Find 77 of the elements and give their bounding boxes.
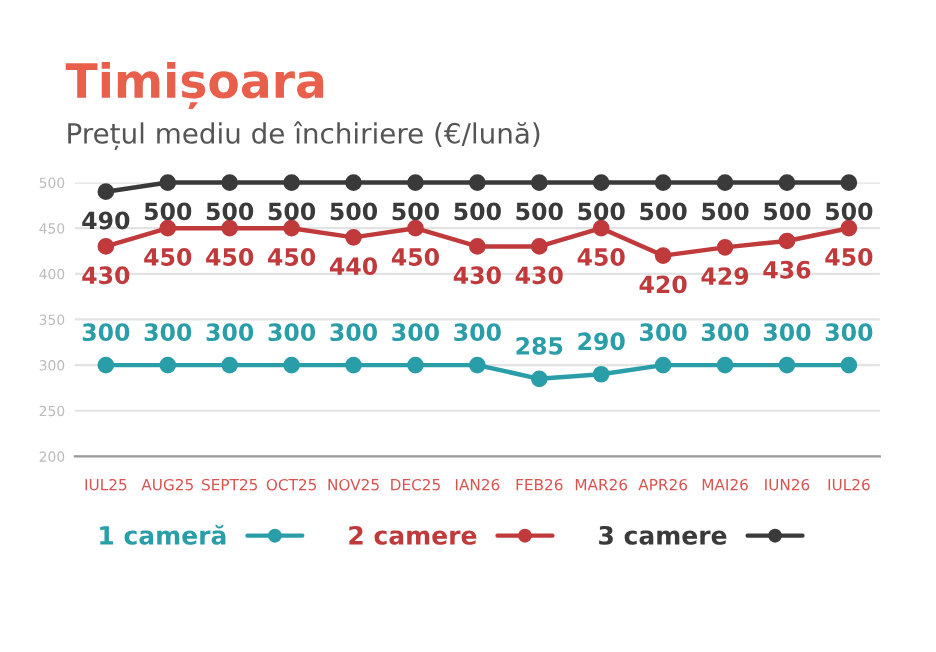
data-label: 500 bbox=[826, 202, 873, 221]
legend-label: 1 cameră bbox=[100, 524, 226, 545]
point bbox=[592, 174, 610, 191]
data-label: 430 bbox=[515, 266, 563, 285]
data-label: 450 bbox=[268, 248, 316, 266]
point bbox=[778, 232, 796, 250]
point bbox=[592, 365, 610, 383]
data-label: 500 bbox=[206, 202, 254, 221]
point bbox=[221, 174, 239, 191]
data-label: 500 bbox=[640, 202, 687, 221]
data-label: 430 bbox=[453, 266, 501, 285]
data-label: 300 bbox=[206, 323, 254, 342]
point bbox=[716, 174, 734, 191]
data-label: 450 bbox=[144, 248, 192, 266]
point bbox=[97, 183, 115, 201]
point bbox=[407, 356, 424, 374]
data-label: 429 bbox=[701, 267, 749, 286]
point bbox=[221, 356, 239, 374]
data-label: 450 bbox=[577, 248, 625, 266]
chart-title: Timișoara bbox=[65, 61, 324, 110]
point bbox=[345, 174, 362, 191]
point bbox=[469, 238, 486, 255]
data-label: 300 bbox=[268, 323, 316, 342]
data-label: 300 bbox=[330, 323, 378, 342]
data-label: 420 bbox=[639, 275, 687, 294]
point bbox=[345, 356, 362, 374]
chart-subtitle: Prețul mediu de închiriere (€/lună) bbox=[68, 121, 540, 151]
data-label: 440 bbox=[329, 257, 378, 276]
data-label: 300 bbox=[701, 323, 749, 342]
data-label: 450 bbox=[391, 248, 439, 266]
point bbox=[345, 228, 362, 246]
data-label: 490 bbox=[82, 211, 130, 230]
point bbox=[407, 174, 424, 191]
point bbox=[654, 356, 672, 374]
data-label: 430 bbox=[82, 266, 130, 285]
data-label: 300 bbox=[825, 323, 873, 342]
point bbox=[716, 356, 734, 374]
data-label: 500 bbox=[330, 202, 378, 221]
point bbox=[530, 174, 548, 191]
data-label: 300 bbox=[392, 323, 439, 342]
data-label: 500 bbox=[516, 202, 563, 221]
data-label: 500 bbox=[702, 202, 749, 221]
data-label: 450 bbox=[825, 248, 873, 266]
data-label: 500 bbox=[268, 202, 316, 221]
point bbox=[469, 174, 486, 191]
data-label: 300 bbox=[82, 323, 130, 342]
point bbox=[283, 174, 300, 191]
point bbox=[530, 370, 548, 388]
point bbox=[530, 238, 548, 255]
data-label: 500 bbox=[578, 202, 625, 221]
point bbox=[159, 356, 177, 374]
point bbox=[840, 356, 858, 374]
data-label: 285 bbox=[516, 336, 563, 355]
data-label: 450 bbox=[206, 248, 254, 266]
point bbox=[159, 174, 177, 191]
point bbox=[778, 174, 796, 191]
point bbox=[97, 356, 115, 374]
legend-label: 3 camere bbox=[599, 525, 727, 545]
data-label: 500 bbox=[764, 202, 811, 221]
data-label: 300 bbox=[640, 323, 687, 342]
data-label: 300 bbox=[763, 323, 811, 342]
data-label: 500 bbox=[392, 202, 439, 221]
point bbox=[654, 174, 672, 191]
point bbox=[654, 247, 672, 264]
point bbox=[778, 356, 796, 374]
point bbox=[716, 239, 734, 256]
point bbox=[283, 356, 300, 374]
point bbox=[97, 238, 115, 255]
data-label: 500 bbox=[454, 202, 501, 221]
data-label: 500 bbox=[144, 202, 192, 221]
data-label: 300 bbox=[454, 323, 501, 342]
point bbox=[469, 356, 486, 374]
point bbox=[840, 174, 858, 191]
data-label: 436 bbox=[763, 260, 811, 279]
data-label: 300 bbox=[144, 323, 192, 342]
data-label: 290 bbox=[578, 332, 625, 351]
legend-label: 2 camere bbox=[349, 525, 477, 545]
